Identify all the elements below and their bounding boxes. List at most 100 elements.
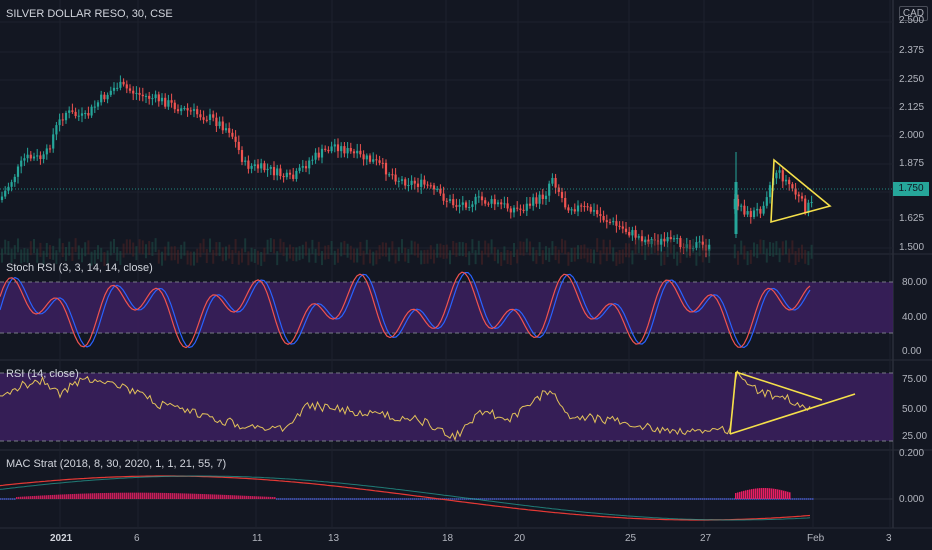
volume-bar — [804, 249, 807, 264]
mac-histogram-bar — [124, 492, 126, 499]
candle-body — [112, 87, 116, 91]
mac-histogram-bar — [106, 492, 108, 499]
volume-bar — [129, 239, 131, 254]
candle-body — [500, 202, 503, 205]
candle-body — [32, 156, 36, 159]
volume-bar — [145, 244, 147, 259]
rsi-label[interactable]: RSI (14, close) — [6, 368, 79, 380]
mac-histogram-bar — [232, 495, 234, 499]
mac-histogram-bar — [138, 492, 140, 499]
mac-histogram-bar — [464, 498, 466, 500]
symbol-title[interactable]: SILVER DOLLAR RESO, 30, CSE — [6, 8, 173, 20]
candle-body — [55, 125, 58, 135]
currency-badge[interactable]: CAD — [898, 6, 928, 21]
mac-histogram-bar — [110, 492, 112, 499]
stoch-rsi-label[interactable]: Stoch RSI (3, 3, 14, 14, close) — [6, 262, 153, 274]
mac-histogram-bar — [168, 493, 170, 499]
mac-histogram-bar — [314, 498, 316, 500]
volume-bar — [407, 249, 410, 264]
mac-histogram-bar — [612, 498, 614, 500]
mac-histogram-bar — [56, 494, 58, 499]
candle-body — [58, 119, 61, 126]
mac-histogram-bar — [136, 492, 138, 499]
mac-histogram-bar — [490, 498, 492, 500]
volume-bar — [698, 242, 701, 257]
mac-histogram-bar — [608, 498, 610, 500]
volume-bar — [17, 238, 19, 253]
mac-histogram-bar — [228, 495, 230, 499]
mac-histogram-bar — [336, 498, 338, 500]
mac-histogram-bar — [428, 498, 430, 500]
volume-bar — [749, 249, 752, 264]
volume-bar — [657, 241, 659, 256]
candle-body — [20, 160, 23, 167]
candle-body — [580, 205, 583, 207]
mac-histogram-bar — [414, 498, 416, 500]
mac-histogram-bar — [668, 498, 670, 500]
volume-bar — [298, 246, 301, 261]
candle-body — [183, 108, 186, 110]
volume-bar — [605, 247, 608, 262]
mac-histogram-bar — [394, 498, 396, 500]
mac-histogram-bar — [82, 493, 84, 499]
mac-histogram-bar — [588, 498, 590, 500]
candle-body — [666, 237, 669, 242]
volume-bar — [769, 242, 771, 257]
mac-histogram-bar — [654, 498, 656, 500]
mac-histogram-bar — [88, 493, 90, 499]
volume-bar — [87, 240, 90, 255]
mac-histogram-bar — [274, 497, 276, 499]
volume-bar — [266, 239, 269, 254]
mac-histogram-bar — [132, 492, 134, 499]
time-axis-label: 18 — [442, 533, 454, 544]
volume-bar — [154, 238, 157, 253]
mac-histogram-bar — [148, 492, 150, 499]
mac-histogram-bar — [785, 491, 787, 499]
volume-bar — [596, 238, 599, 253]
volume-bar — [506, 249, 509, 264]
rsi-line — [0, 370, 811, 442]
candle-body — [612, 221, 615, 223]
volume-bar — [132, 242, 135, 257]
volume-bar — [349, 245, 352, 260]
candle-body — [493, 199, 496, 205]
candle-body — [429, 185, 432, 187]
mac-histogram-bar — [100, 493, 102, 499]
mac-histogram-bar — [350, 498, 352, 500]
volume-bar — [397, 247, 400, 262]
mac-histogram-bar — [765, 488, 767, 499]
volume-bar — [157, 249, 160, 264]
volume-bar — [810, 244, 813, 259]
candle-body — [167, 100, 170, 107]
candle-body — [298, 167, 301, 171]
mac-axis-tick: 0.000 — [899, 494, 925, 505]
mac-histogram-bar — [558, 498, 560, 500]
volume-bar — [237, 250, 240, 265]
mac-histogram-bar — [400, 498, 402, 500]
volume-bar — [45, 242, 48, 257]
mac-histogram-bar — [510, 498, 512, 500]
candle-body — [221, 121, 224, 131]
volume-bar — [247, 251, 250, 266]
volume-bar — [263, 247, 266, 262]
volume-bar — [122, 243, 125, 258]
candle-body — [176, 109, 180, 112]
mac-histogram-bar — [672, 498, 674, 500]
mac-histogram-bar — [518, 498, 520, 500]
candle-body — [269, 167, 272, 169]
candle-body — [756, 208, 759, 211]
mac-histogram-bar — [34, 495, 36, 499]
volume-bar — [628, 243, 631, 258]
mac-histogram-bar — [538, 498, 540, 500]
mac-histogram-bar — [80, 493, 82, 499]
mac-histogram-bar — [200, 493, 202, 499]
candle-body — [16, 166, 20, 177]
candle-body — [544, 195, 548, 200]
candle-body — [532, 197, 535, 206]
mac-strat-label[interactable]: MAC Strat (2018, 8, 30, 2020, 1, 1, 21, … — [6, 458, 227, 470]
volume-bar — [545, 246, 547, 261]
volume-bar — [375, 250, 378, 265]
mac-histogram-bar — [8, 498, 10, 500]
